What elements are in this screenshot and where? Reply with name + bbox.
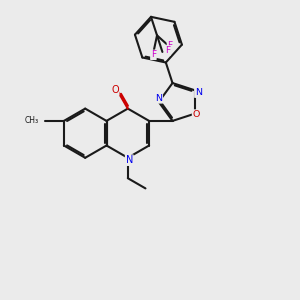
Text: N: N: [126, 155, 133, 165]
Text: N: N: [155, 94, 162, 103]
Text: CH₃: CH₃: [25, 116, 39, 125]
Text: N: N: [195, 88, 202, 97]
Text: O: O: [111, 85, 119, 95]
Text: F: F: [165, 46, 170, 55]
Text: F: F: [151, 50, 156, 59]
Text: O: O: [193, 110, 200, 119]
Text: F: F: [167, 41, 172, 50]
